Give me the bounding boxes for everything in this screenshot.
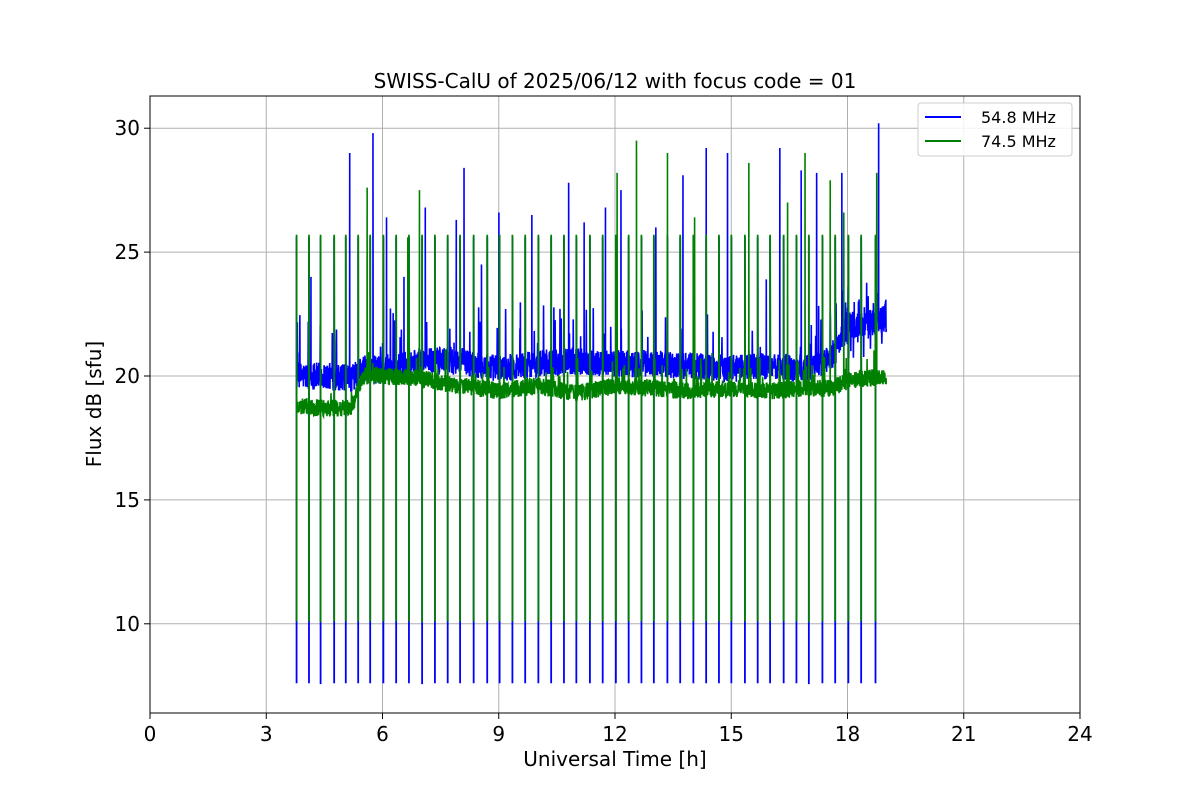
y-tick-label: 25 xyxy=(115,240,140,264)
legend-label-74-5-mhz: 74.5 MHz xyxy=(981,132,1056,151)
series-layer xyxy=(295,123,888,685)
x-tick-label: 15 xyxy=(719,722,744,746)
legend: 54.8 MHz 74.5 MHz xyxy=(917,102,1073,157)
x-tick-label: 12 xyxy=(602,722,627,746)
legend-label-54-8-mhz: 54.8 MHz xyxy=(981,108,1056,127)
x-tick-label: 3 xyxy=(260,722,273,746)
x-axis-label: Universal Time [h] xyxy=(523,747,706,771)
y-tick-label: 20 xyxy=(115,364,140,388)
x-tick-label: 21 xyxy=(951,722,976,746)
chart-title: SWISS-CalU of 2025/06/12 with focus code… xyxy=(374,69,857,93)
y-tick-label: 10 xyxy=(115,612,140,636)
y-tick-label: 30 xyxy=(115,116,140,140)
series-line-74-5-mhz xyxy=(295,140,888,623)
ticks: 0 3 6 9 12 15 18 21 24 10 15 20 25 30 xyxy=(115,116,1093,746)
x-tick-label: 6 xyxy=(376,722,389,746)
y-axis-label: Flux dB [sfu] xyxy=(82,341,106,467)
x-tick-label: 18 xyxy=(835,722,860,746)
y-tick-label: 15 xyxy=(115,488,140,512)
x-tick-label: 9 xyxy=(492,722,505,746)
x-tick-label: 24 xyxy=(1067,722,1092,746)
x-tick-label: 0 xyxy=(144,722,157,746)
